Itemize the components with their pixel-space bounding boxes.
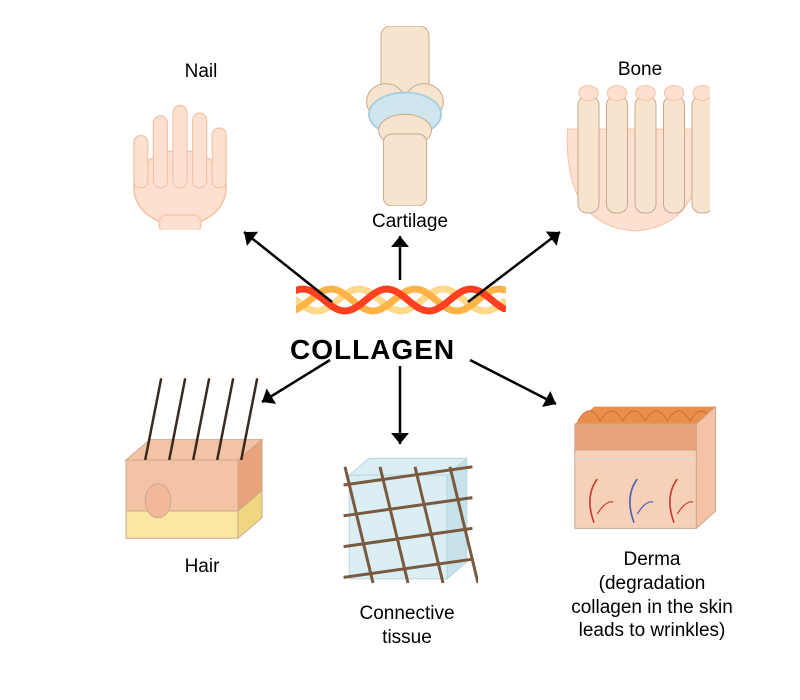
arrow-icon xyxy=(250,348,342,414)
nail-icon xyxy=(110,80,250,230)
cartilage-icon xyxy=(345,26,465,206)
hair-label: Hair xyxy=(172,555,232,579)
connective-icon xyxy=(338,450,478,590)
arrow-icon xyxy=(388,224,412,292)
derma-label: Derma(degradationcollagen in the skinlea… xyxy=(552,548,752,643)
nail-label: Nail xyxy=(171,60,231,84)
arrow-icon xyxy=(458,348,568,416)
derma-icon xyxy=(562,395,722,540)
arrow-icon xyxy=(232,220,344,314)
bone-label: Bone xyxy=(605,58,675,82)
arrow-icon xyxy=(388,354,412,456)
arrow-icon xyxy=(456,220,572,314)
connective-label: Connectivetissue xyxy=(342,602,472,650)
hair-icon xyxy=(110,375,270,545)
bone-icon xyxy=(560,84,710,234)
